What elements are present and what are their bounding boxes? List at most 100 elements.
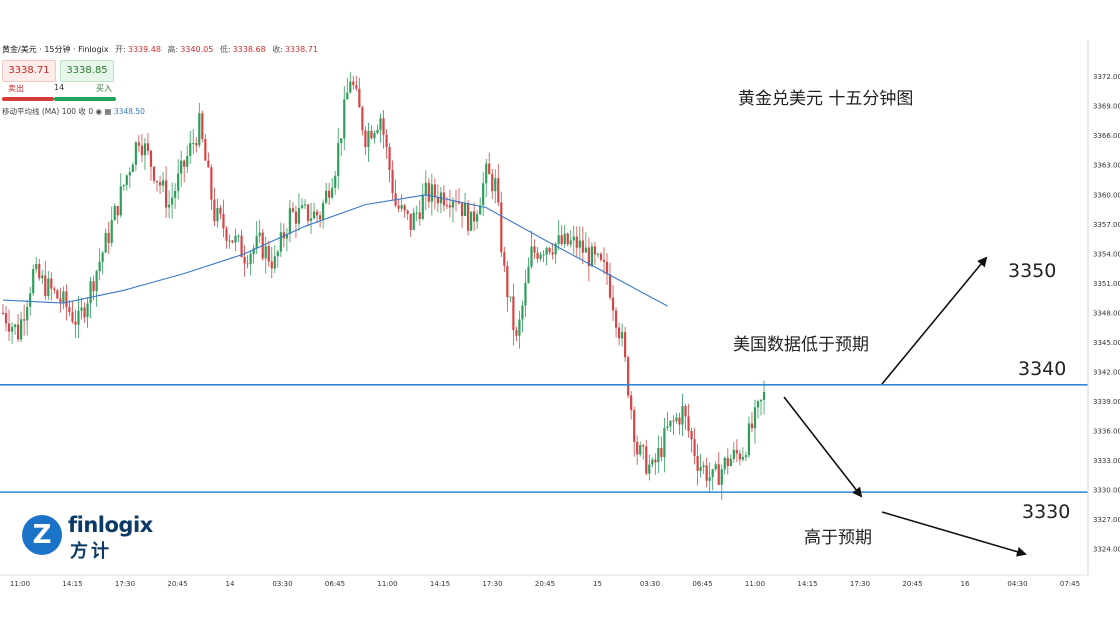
candle-body: [32, 269, 35, 294]
candle-body: [503, 252, 506, 266]
indicator-legend[interactable]: 移动平均线 (MA) 100 收 0 ◉ ▦ 3348.50: [2, 106, 145, 117]
candle-body: [77, 310, 80, 325]
candle-body: [80, 307, 83, 311]
high-value: 3340.05: [180, 45, 214, 54]
candle-body: [152, 166, 156, 181]
candle-body: [258, 232, 261, 237]
finlogix-logo: Z finlogix 方计: [22, 513, 162, 563]
candle-body: [358, 88, 361, 108]
candle-body: [26, 306, 29, 321]
candle-body: [587, 247, 590, 267]
candle-body: [65, 291, 68, 308]
spread-value: 14: [54, 83, 65, 92]
candle-body: [373, 132, 376, 139]
candle-body: [62, 291, 65, 303]
candle-body: [675, 417, 678, 422]
candle-body: [116, 205, 119, 216]
candle-body: [460, 203, 464, 216]
time-tick-label: 06:45: [325, 580, 345, 588]
candle-body: [759, 399, 763, 402]
candle-body: [672, 420, 675, 422]
candle-body: [524, 282, 527, 306]
candle-body: [23, 319, 26, 321]
candle-body: [146, 143, 150, 151]
candle-body: [279, 232, 282, 252]
candle-body: [657, 447, 660, 463]
candle-body: [303, 204, 307, 206]
candle-body: [753, 407, 757, 429]
level-mid-label: 3340: [1018, 358, 1067, 380]
candle-body: [213, 199, 216, 222]
trade-panel: 3338.71 3338.85 卖出 14 买入: [2, 60, 116, 104]
candle-body: [186, 155, 189, 167]
time-tick-label: 14:15: [430, 580, 450, 588]
time-tick-label: 20:45: [167, 580, 187, 588]
calculator-icon[interactable]: ▦: [104, 107, 112, 116]
time-tick-label: 11:00: [377, 580, 397, 588]
candle-body: [642, 445, 645, 447]
sell-price-button[interactable]: 3338.71: [2, 60, 56, 82]
candle-body: [599, 253, 603, 260]
candle-body: [119, 186, 122, 216]
candle-body: [436, 196, 439, 204]
time-tick-label: 20:45: [535, 580, 555, 588]
candle-body: [183, 160, 186, 167]
candle-body: [149, 150, 153, 167]
price-tick-label: 3336.00: [1093, 428, 1120, 436]
price-tick-label: 3357.00: [1093, 221, 1120, 229]
candle-body: [382, 118, 385, 135]
candle-body: [340, 138, 343, 144]
price-tick-label: 3366.00: [1093, 132, 1120, 140]
candle-body: [137, 142, 140, 146]
candle-body: [750, 423, 754, 429]
price-tick-label: 3360.00: [1093, 191, 1120, 199]
time-tick-label: 17:30: [850, 580, 870, 588]
candle-body: [651, 459, 654, 465]
price-tick-label: 3351.00: [1093, 280, 1120, 288]
candle-body: [723, 457, 726, 470]
candle-body: [473, 211, 476, 222]
eye-icon[interactable]: ◉: [95, 107, 103, 116]
candle-body: [101, 252, 104, 262]
time-tick-label: 20:45: [902, 580, 922, 588]
candle-body: [177, 173, 180, 192]
candle-body: [476, 214, 479, 222]
chart-title-annotation: 黄金兑美元 十五分钟图: [738, 89, 914, 109]
candle-body: [29, 293, 32, 307]
sell-label[interactable]: 卖出: [8, 84, 24, 93]
sell-bar: [2, 97, 54, 101]
candle-body: [98, 261, 101, 272]
candle-body: [331, 187, 334, 198]
buy-label[interactable]: 买入: [96, 84, 112, 93]
candle-body: [614, 310, 618, 328]
candle-body: [762, 392, 766, 400]
candle-body: [122, 185, 125, 187]
candle-body: [270, 261, 273, 269]
high-label: 高:: [167, 45, 179, 54]
candle-body: [636, 441, 639, 455]
time-tick-label: 06:45: [692, 580, 712, 588]
candle-body: [140, 145, 144, 156]
candle-body: [337, 143, 340, 176]
candle-body: [50, 278, 53, 289]
candle-body: [285, 233, 288, 239]
candle-body: [47, 278, 50, 297]
candle-body: [563, 233, 566, 244]
candle-body: [409, 213, 412, 230]
logo-name-en: finlogix: [68, 513, 153, 537]
candle-body: [412, 212, 415, 230]
candle-body: [328, 190, 331, 198]
candle-body: [693, 439, 696, 457]
candle-body: [726, 457, 729, 466]
candle-body: [554, 243, 557, 255]
price-tick-label: 3330.00: [1093, 487, 1120, 495]
candle-body: [690, 430, 693, 440]
candle-body: [74, 321, 77, 325]
target-down-label: 3330: [1022, 501, 1071, 523]
candle-body: [593, 246, 597, 255]
candle-body: [237, 235, 240, 237]
candle-body: [234, 235, 237, 243]
candle-body: [68, 307, 71, 313]
buy-price-button[interactable]: 3338.85: [60, 60, 114, 82]
candle-body: [143, 143, 147, 156]
